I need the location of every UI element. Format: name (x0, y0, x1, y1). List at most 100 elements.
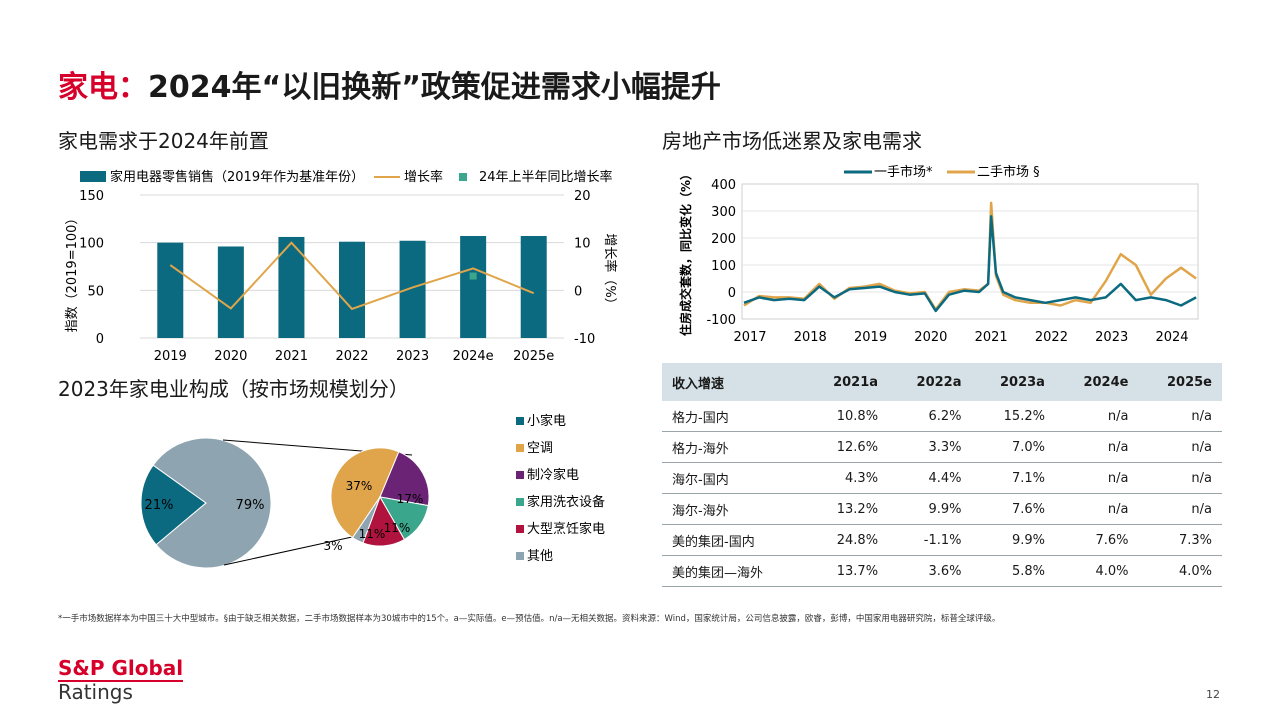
table-cell: -1.1% (888, 524, 972, 556)
sub-pie-label: 37% (346, 479, 373, 493)
table-cell: n/a (1054, 462, 1139, 494)
right-y-axis-label: 增长率（%） (602, 233, 618, 310)
legend-swatch (516, 471, 524, 479)
table-cell: 7.3% (1138, 524, 1222, 556)
table-row-label: 格力-海外 (662, 431, 805, 463)
y-axis-label: 住房成交套数，同比变化（%） (678, 168, 693, 336)
left-y-tick: 100 (79, 237, 104, 252)
x-tick: 2017 (733, 330, 766, 345)
legend-bar-label: 家用电器零售销售（2019年作为基准年份） (110, 169, 364, 185)
table-row: 海尔-海外 13.2% 9.9% 7.6% n/a n/a (662, 493, 1222, 525)
composition-pie-charts: 21% 79% 37% 17% 11%11% 3% 小家电空调制冷家电家用洗衣设备大型烹… (140, 413, 605, 569)
bar (399, 240, 426, 338)
table-cell: n/a (1054, 431, 1139, 463)
table-row: 海尔-国内 4.3% 4.4% 7.1% n/a n/a (662, 462, 1222, 494)
table-row: 格力-海外 12.6% 3.3% 7.0% n/a n/a (662, 431, 1222, 463)
x-tick: 2021 (975, 330, 1008, 345)
legend-bar-swatch (80, 171, 106, 182)
legend-swatch (516, 417, 524, 425)
table-cell: n/a (1138, 431, 1222, 463)
pie-label: 21% (145, 498, 174, 513)
sub-pie-label: 17% (397, 492, 424, 506)
legend-point-label: 24年上半年同比增长率 (479, 169, 613, 185)
table-header-year: 2021a (804, 363, 889, 401)
table-cell: 5.8% (971, 555, 1055, 587)
table-header-year: 2025e (1138, 363, 1222, 401)
table-cell: 10.8% (804, 401, 889, 432)
sub-pie-label: 11% (359, 527, 386, 541)
legend-line-label: 增长率 (404, 169, 443, 185)
table-cell: 7.0% (971, 431, 1055, 463)
right-y-tick: -10 (574, 332, 595, 347)
x-tick: 2022 (335, 349, 368, 364)
table-cell: 7.1% (971, 462, 1055, 494)
appliance-demand-chart: 家用电器零售销售（2019年作为基准年份） 增长率 24年上半年同比增长率 15… (65, 169, 618, 364)
x-tick: 2024e (453, 349, 494, 364)
table-header-year: 2024e (1054, 363, 1139, 401)
footnote: *一手市场数据样本为中国三十大中型城市。§由于缺乏相关数据，二手市场数据样本为3… (58, 614, 1001, 624)
right-y-tick: 20 (574, 189, 591, 204)
x-tick: 2020 (914, 330, 947, 345)
y-tick: -100 (706, 313, 736, 328)
table-cell: 15.2% (971, 401, 1055, 432)
table-row: 格力-国内 10.8% 6.2% 15.2% n/a n/a (662, 401, 1222, 432)
bar (217, 246, 244, 338)
left-y-tick: 50 (87, 284, 104, 299)
table-cell: 7.6% (1054, 524, 1139, 556)
revenue-table-wrapper: 收入增速 2021a 2022a 2023a 2024e 2025e 格力-国内 10.8%… (662, 363, 1222, 587)
table-header-label: 收入增速 (662, 363, 805, 401)
bar (520, 235, 547, 338)
revenue-growth-table: 收入增速 2021a 2022a 2023a 2024e 2025e 格力-国内 10.8%… (662, 363, 1222, 587)
legend-swatch (516, 444, 524, 452)
table-cell: 6.2% (888, 401, 972, 432)
table-cell: n/a (1138, 462, 1222, 494)
sub-pie-slice (379, 451, 430, 507)
bar (157, 242, 184, 338)
table-cell: 7.6% (971, 493, 1055, 525)
table-row-label: 格力-国内 (662, 401, 805, 432)
y-tick: 0 (728, 286, 736, 301)
table-row-label: 海尔-国内 (662, 462, 805, 494)
table-row-label: 海尔-海外 (662, 493, 805, 525)
legend-swatch (516, 498, 524, 506)
page-title: 家电：2024年“以旧换新”政策促进需求小幅提升 (58, 70, 721, 105)
x-tick: 2018 (794, 330, 827, 345)
legend-s2-label: 二手市场 § (977, 164, 1040, 180)
pie-slice-small-appliances (140, 464, 207, 546)
legend-label: 大型烹饪家电 (527, 521, 605, 537)
table-cell: 3.6% (888, 555, 972, 587)
legend-label: 家用洗衣设备 (527, 494, 605, 510)
housing-market-chart: 一手市场* 二手市场 § 400 300 200 100 0 -100 2017 2018 20… (678, 164, 1199, 345)
x-tick: 2019 (154, 349, 187, 364)
table-cell: 24.8% (804, 524, 889, 556)
table-cell: 9.9% (971, 524, 1055, 556)
table-cell: 4.3% (804, 462, 889, 494)
table-cell: n/a (1054, 401, 1139, 432)
x-tick: 2021 (275, 349, 308, 364)
sub-pie-slice (351, 496, 381, 544)
legend-label: 其他 (527, 549, 553, 564)
sub-pie-label: 3% (323, 539, 342, 553)
x-tick: 2023 (1095, 330, 1128, 345)
left-y-tick: 150 (79, 189, 104, 204)
table-header-year: 2022a (888, 363, 972, 401)
y-tick: 200 (711, 232, 736, 247)
primary-market-line (743, 215, 1197, 313)
sub-pie-label: 11% (384, 521, 411, 535)
table-cell: 4.0% (1138, 555, 1222, 587)
x-tick: 2025e (513, 349, 554, 364)
ratings-logo-text: Ratings (58, 680, 133, 704)
table-cell: n/a (1138, 401, 1222, 432)
bar (460, 235, 487, 338)
table-row: 美的集团—海外 13.7% 3.6% 5.8% 4.0% 4.0% (662, 555, 1222, 587)
legend-label: 小家电 (527, 413, 566, 429)
left-y-tick: 0 (96, 332, 104, 347)
table-cell: 9.9% (888, 493, 972, 525)
table-cell: 3.3% (888, 431, 972, 463)
table-header-row: 收入增速 2021a 2022a 2023a 2024e 2025e (662, 363, 1222, 401)
table-row: 美的集团-国内 24.8% -1.1% 9.9% 7.6% 7.3% (662, 524, 1222, 556)
table-cell: 13.7% (804, 555, 889, 587)
pie-label: 79% (236, 498, 265, 513)
table-cell: 13.2% (804, 493, 889, 525)
plot-frame (741, 183, 1199, 320)
